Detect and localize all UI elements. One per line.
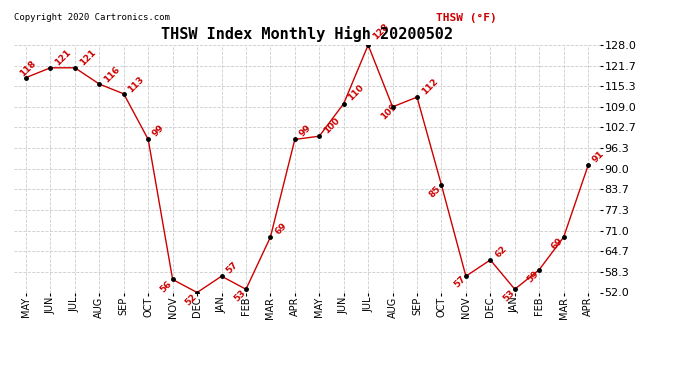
Text: 113: 113 xyxy=(126,75,146,94)
Text: 69: 69 xyxy=(273,221,288,236)
Text: 53: 53 xyxy=(232,288,247,304)
Text: 57: 57 xyxy=(224,260,239,276)
Text: 128: 128 xyxy=(371,22,391,42)
Text: 53: 53 xyxy=(501,288,516,304)
Text: 69: 69 xyxy=(550,236,565,252)
Text: THSW (°F): THSW (°F) xyxy=(436,13,497,23)
Text: 59: 59 xyxy=(525,269,540,284)
Text: 99: 99 xyxy=(297,123,313,139)
Text: 110: 110 xyxy=(346,83,366,103)
Text: 56: 56 xyxy=(159,279,174,294)
Text: Copyright 2020 Cartronics.com: Copyright 2020 Cartronics.com xyxy=(14,13,170,22)
Text: 109: 109 xyxy=(379,102,398,122)
Text: 121: 121 xyxy=(78,47,97,67)
Text: 91: 91 xyxy=(591,149,606,165)
Text: 121: 121 xyxy=(53,47,73,67)
Text: 112: 112 xyxy=(420,77,440,96)
Text: 100: 100 xyxy=(322,116,342,135)
Text: 118: 118 xyxy=(18,58,37,78)
Text: 62: 62 xyxy=(493,244,509,259)
Text: 52: 52 xyxy=(183,292,199,307)
Text: 57: 57 xyxy=(452,274,467,290)
Title: THSW Index Monthly High 20200502: THSW Index Monthly High 20200502 xyxy=(161,27,453,42)
Text: 99: 99 xyxy=(151,123,166,139)
Text: 85: 85 xyxy=(428,184,443,200)
Text: 116: 116 xyxy=(102,65,121,85)
